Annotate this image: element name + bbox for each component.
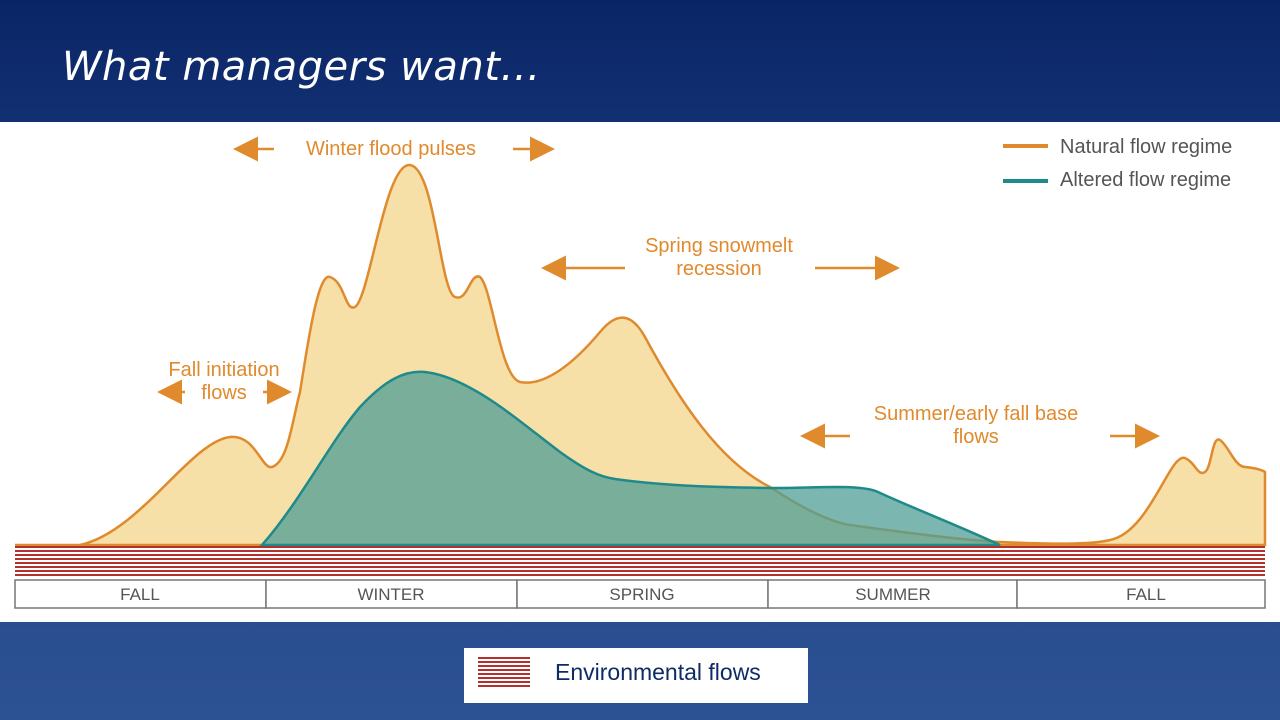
annotation: Winter flood pulses — [306, 138, 476, 160]
annotation: Fall initiation — [168, 359, 279, 381]
season-label: WINTER — [357, 585, 424, 604]
key-label: Environmental flows — [555, 659, 761, 685]
slide-title: What managers want… — [62, 44, 541, 90]
key-hatch — [478, 657, 530, 687]
season-label: FALL — [120, 585, 160, 604]
legend-label: Natural flow regime — [1060, 136, 1232, 158]
annotation: Summer/early fall base — [874, 403, 1079, 425]
legend-label: Altered flow regime — [1060, 169, 1231, 191]
season-bar: FALL WINTER SPRING SUMMER FALL — [14, 579, 1266, 609]
season-box — [265, 579, 518, 609]
altered-flow-area — [259, 370, 1001, 547]
arrows — [157, 136, 1160, 449]
key-box: Environmental flows — [464, 648, 808, 703]
key-swatch — [478, 657, 530, 687]
season-box — [516, 579, 769, 609]
annotation: recession — [676, 258, 762, 280]
season-label: FALL — [1126, 585, 1166, 604]
season-label: SPRING — [609, 585, 674, 604]
environmental-flows-band — [15, 546, 1265, 578]
season-label: SUMMER — [855, 585, 931, 604]
season-box — [1016, 579, 1266, 609]
annotation: flows — [201, 382, 247, 404]
legend: Natural flow regime Altered flow regime — [1003, 136, 1232, 191]
annotation: flows — [953, 426, 999, 448]
flow-diagram: FALL WINTER SPRING SUMMER FALL Winter fl… — [0, 122, 1280, 622]
annotation: Spring snowmelt — [645, 235, 793, 257]
